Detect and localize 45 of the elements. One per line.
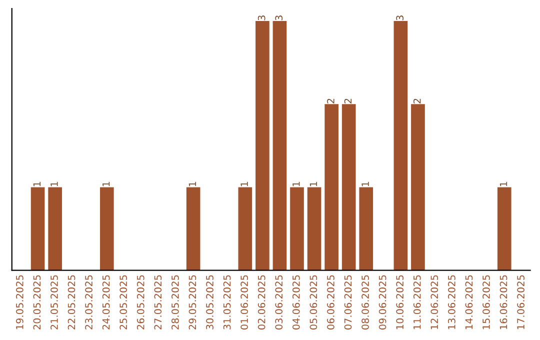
x-tick-label: 26.05.2025 — [136, 275, 144, 330]
x-tick-label: 14.06.2025 — [465, 275, 473, 330]
x-tick-label: 29.05.2025 — [188, 275, 196, 330]
data-label: 1 — [240, 182, 248, 186]
data-label: 3 — [258, 16, 266, 20]
data-label: 1 — [310, 182, 317, 186]
x-tick-label: 12.06.2025 — [430, 275, 438, 330]
x-tick-label: 25.05.2025 — [120, 275, 128, 330]
x-tick-label: 03.06.2025 — [275, 275, 283, 330]
data-label: 1 — [500, 182, 508, 186]
x-tick-label: 01.06.2025 — [240, 275, 248, 330]
x-tick-label: 24.05.2025 — [102, 275, 110, 330]
x-tick-label: 20.05.2025 — [33, 275, 41, 330]
data-label: 1 — [362, 182, 369, 186]
x-tick-label: 17.06.2025 — [517, 275, 524, 330]
x-tick-label: 06.06.2025 — [327, 275, 334, 330]
data-label: 2 — [413, 98, 421, 104]
data-label: 1 — [33, 182, 40, 186]
data-label: 1 — [188, 182, 196, 186]
data-label: 2 — [327, 98, 334, 104]
x-tick-label: 23.05.2025 — [85, 275, 92, 330]
x-tick-label: 22.05.2025 — [68, 275, 76, 330]
x-tick-label: 27.05.2025 — [154, 275, 162, 330]
x-tick-label: 10.06.2025 — [396, 275, 404, 330]
x-tick-label: 05.06.2025 — [310, 275, 318, 330]
x-tick-label: 07.06.2025 — [344, 275, 352, 330]
data-label: 3 — [396, 16, 404, 20]
data-label: 1 — [102, 182, 110, 186]
x-tick-label: 02.06.2025 — [258, 275, 266, 330]
x-tick-label: 30.05.2025 — [206, 275, 214, 330]
x-tick-label: 08.06.2025 — [362, 275, 369, 330]
x-tick-label: 15.06.2025 — [482, 275, 490, 330]
x-tick-label: 04.06.2025 — [292, 275, 300, 330]
x-tick-label: 13.06.2025 — [448, 275, 456, 330]
x-tick-label: 31.05.2025 — [223, 275, 231, 330]
x-tick-label: 16.06.2025 — [500, 275, 508, 330]
data-label: 2 — [344, 98, 352, 104]
x-tick-label: 11.06.2025 — [413, 275, 421, 330]
x-tick-label: 09.06.2025 — [378, 275, 386, 330]
x-tick-label: 28.05.2025 — [172, 275, 179, 330]
data-label: 1 — [292, 182, 300, 186]
x-tick-label: 21.05.2025 — [50, 275, 58, 330]
data-label: 1 — [50, 182, 58, 186]
x-tick-label: 19.05.2025 — [16, 275, 24, 330]
data-label: 3 — [275, 16, 283, 20]
